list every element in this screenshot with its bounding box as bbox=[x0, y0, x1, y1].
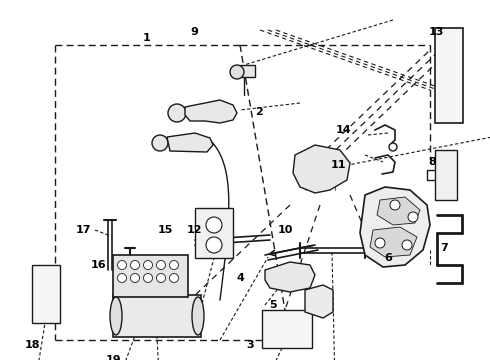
Ellipse shape bbox=[110, 297, 122, 335]
Text: 2: 2 bbox=[255, 107, 263, 117]
Circle shape bbox=[375, 238, 385, 248]
Text: 15: 15 bbox=[157, 225, 172, 235]
FancyBboxPatch shape bbox=[32, 265, 60, 323]
Circle shape bbox=[130, 261, 140, 270]
Polygon shape bbox=[293, 145, 350, 193]
Text: 13: 13 bbox=[428, 27, 443, 37]
Circle shape bbox=[152, 135, 168, 151]
Polygon shape bbox=[167, 133, 213, 152]
Circle shape bbox=[170, 261, 178, 270]
Text: 3: 3 bbox=[246, 340, 254, 350]
Text: 11: 11 bbox=[330, 160, 346, 170]
Circle shape bbox=[118, 261, 126, 270]
Ellipse shape bbox=[192, 297, 204, 335]
FancyBboxPatch shape bbox=[240, 65, 255, 77]
Circle shape bbox=[118, 274, 126, 283]
FancyBboxPatch shape bbox=[435, 28, 463, 123]
Text: 10: 10 bbox=[277, 225, 293, 235]
Text: 1: 1 bbox=[143, 33, 151, 43]
Text: 6: 6 bbox=[384, 253, 392, 263]
Text: 9: 9 bbox=[190, 27, 198, 37]
Text: 5: 5 bbox=[269, 300, 277, 310]
Text: 14: 14 bbox=[335, 125, 351, 135]
Text: 7: 7 bbox=[440, 243, 448, 253]
Circle shape bbox=[408, 212, 418, 222]
FancyBboxPatch shape bbox=[113, 255, 188, 297]
Circle shape bbox=[156, 261, 166, 270]
FancyBboxPatch shape bbox=[195, 208, 233, 258]
Circle shape bbox=[390, 200, 400, 210]
Text: 17: 17 bbox=[75, 225, 91, 235]
FancyBboxPatch shape bbox=[435, 150, 457, 200]
Circle shape bbox=[130, 274, 140, 283]
Polygon shape bbox=[370, 227, 417, 257]
Circle shape bbox=[170, 274, 178, 283]
Circle shape bbox=[402, 240, 412, 250]
Text: 8: 8 bbox=[428, 157, 436, 167]
Text: 16: 16 bbox=[90, 260, 106, 270]
Circle shape bbox=[168, 104, 186, 122]
Polygon shape bbox=[305, 285, 333, 318]
Circle shape bbox=[206, 217, 222, 233]
Circle shape bbox=[389, 143, 397, 151]
Text: 4: 4 bbox=[236, 273, 244, 283]
Polygon shape bbox=[265, 262, 315, 292]
Circle shape bbox=[144, 261, 152, 270]
Polygon shape bbox=[360, 187, 430, 267]
FancyBboxPatch shape bbox=[113, 295, 201, 337]
Text: 18: 18 bbox=[24, 340, 40, 350]
Polygon shape bbox=[185, 100, 237, 123]
Text: 19: 19 bbox=[105, 355, 121, 360]
Circle shape bbox=[156, 274, 166, 283]
Circle shape bbox=[206, 237, 222, 253]
Polygon shape bbox=[377, 197, 420, 225]
FancyBboxPatch shape bbox=[262, 310, 312, 348]
Circle shape bbox=[230, 65, 244, 79]
Circle shape bbox=[144, 274, 152, 283]
Text: 12: 12 bbox=[186, 225, 202, 235]
